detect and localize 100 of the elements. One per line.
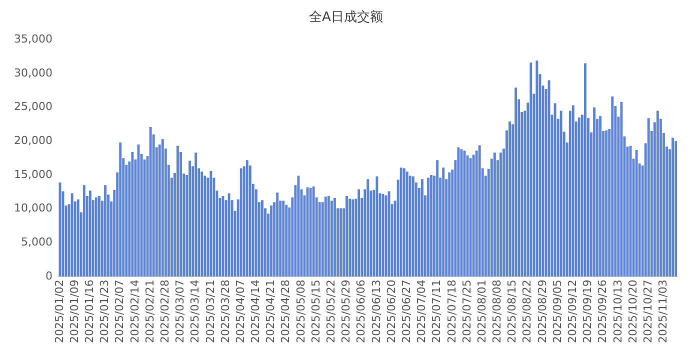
bar (635, 150, 638, 277)
bar (605, 130, 608, 277)
x-tick-label: 2025/05/08 (294, 280, 308, 344)
bar (270, 206, 273, 277)
x-tick-label: 2025/08/08 (490, 280, 504, 344)
x-tick-label: 2025/06/27 (400, 280, 413, 344)
bar (674, 141, 678, 277)
y-tick-label: 30,000 (14, 66, 52, 80)
bar (493, 152, 496, 277)
bar (176, 146, 179, 277)
bar (376, 176, 378, 277)
x-tick-label: 2025/02/28 (158, 280, 172, 344)
bar (312, 186, 315, 277)
x-tick-label: 2025/02/14 (128, 280, 142, 344)
bar (427, 178, 430, 277)
x-tick-label: 2025/02/07 (113, 280, 126, 344)
y-tick-label: 20,000 (14, 134, 52, 148)
x-tick-label: 2025/01/02 (52, 280, 66, 344)
bar (70, 193, 74, 277)
bar (297, 176, 300, 277)
bar (578, 117, 580, 277)
x-tick-label: 2025/04/14 (249, 280, 262, 344)
x-tick-label: 2025/09/05 (550, 280, 564, 344)
y-tick-label: 5,000 (20, 236, 52, 249)
bar (131, 152, 134, 277)
x-tick-label: 2025/05/29 (340, 280, 353, 344)
x-tick-label: 2025/10/27 (641, 280, 654, 344)
bar (95, 197, 98, 277)
bar (240, 168, 242, 277)
bar (611, 96, 614, 277)
x-tick-label: 2025/03/21 (204, 280, 217, 344)
bar (430, 175, 432, 277)
bar (457, 147, 460, 277)
bar (366, 179, 370, 277)
bar (472, 154, 475, 277)
y-tick-label: 0 (45, 269, 52, 282)
bar (210, 170, 212, 277)
bar (647, 118, 650, 277)
chart-title: 全A日成交额 (309, 9, 383, 26)
bar (460, 149, 463, 277)
bar (82, 185, 86, 277)
y-tick-label: 15,000 (14, 168, 52, 181)
bar (276, 192, 279, 277)
bar (149, 126, 152, 277)
x-tick-label: 2025/05/15 (309, 280, 322, 344)
bar (478, 145, 481, 277)
y-tick-label: 10,000 (14, 202, 52, 215)
bar (204, 176, 206, 277)
bar (285, 204, 288, 277)
x-tick-label: 2025/08/15 (506, 280, 519, 344)
bar (309, 188, 312, 277)
bar (104, 185, 106, 277)
bar (119, 142, 122, 277)
x-tick-label: 2025/07/18 (445, 280, 458, 344)
bar (402, 168, 406, 277)
bar (499, 152, 502, 277)
bar (672, 138, 674, 277)
bar (400, 168, 402, 277)
bar (348, 198, 351, 277)
bar (194, 152, 198, 277)
bar (161, 139, 164, 277)
x-tick-label: 2025/01/16 (83, 280, 96, 344)
bar (508, 122, 511, 277)
x-tick-label: 2025/10/13 (611, 280, 624, 344)
bar (246, 160, 248, 277)
bar (88, 190, 92, 277)
bar (261, 200, 264, 277)
bar (282, 200, 285, 277)
x-tick-label: 2025/08/01 (475, 280, 488, 344)
x-tick-label: 2025/07/11 (430, 280, 444, 344)
x-tick-label: 2025/07/04 (415, 280, 428, 344)
x-tick-label: 2025/06/20 (384, 280, 398, 344)
bar (584, 63, 586, 277)
bar (514, 88, 518, 277)
bar (572, 105, 574, 277)
bar (200, 172, 204, 277)
y-tick-label: 35,000 (14, 32, 52, 46)
bar (327, 196, 330, 277)
x-tick-label: 2025/05/22 (324, 280, 338, 344)
bar (228, 193, 230, 277)
bar (530, 62, 532, 277)
bar (406, 172, 408, 277)
bar (324, 196, 327, 277)
x-tick-label: 2025/04/21 (264, 280, 278, 344)
bar (346, 196, 348, 277)
bar (593, 107, 596, 277)
x-tick-label: 2025/01/23 (98, 280, 112, 344)
x-tick-label: 2025/11/03 (656, 280, 670, 344)
bar (421, 179, 424, 277)
x-tick-label: 2025/07/25 (460, 280, 474, 344)
x-tick-label: 2025/03/07 (174, 280, 187, 344)
x-tick-label: 2025/03/28 (218, 280, 232, 344)
bar (352, 199, 354, 277)
y-tick-label: 25,000 (14, 100, 52, 114)
x-tick-label: 2025/10/20 (626, 280, 640, 344)
x-tick-label: 2025/04/07 (234, 280, 247, 344)
bar (442, 168, 445, 277)
bar (554, 103, 556, 277)
bar (599, 116, 602, 277)
bar (76, 199, 80, 277)
